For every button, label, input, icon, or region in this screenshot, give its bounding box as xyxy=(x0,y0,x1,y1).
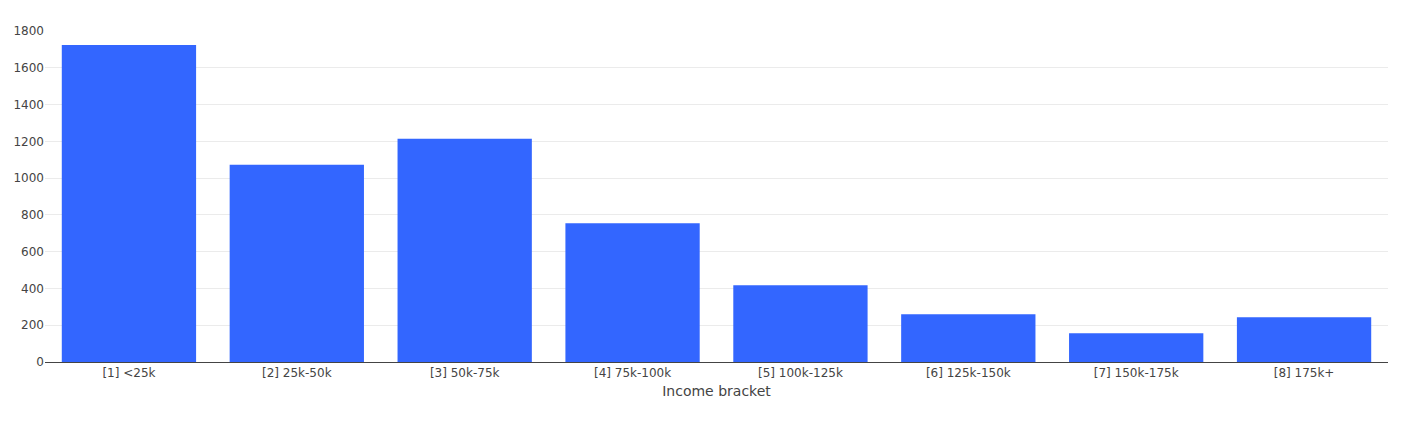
svg-text:400: 400 xyxy=(21,282,44,296)
svg-text:1200: 1200 xyxy=(13,135,44,149)
svg-text:1400: 1400 xyxy=(13,98,44,112)
svg-text:800: 800 xyxy=(21,208,44,222)
svg-text:[4] 75k-100k: [4] 75k-100k xyxy=(594,366,671,380)
svg-text:200: 200 xyxy=(21,318,44,332)
svg-text:[1] <25k: [1] <25k xyxy=(102,366,155,380)
svg-text:[2] 25k-50k: [2] 25k-50k xyxy=(262,366,332,380)
svg-text:0: 0 xyxy=(36,355,44,369)
svg-text:[5] 100k-125k: [5] 100k-125k xyxy=(758,366,843,380)
svg-text:1800: 1800 xyxy=(13,24,44,38)
svg-text:[6] 125k-150k: [6] 125k-150k xyxy=(926,366,1011,380)
svg-text:1000: 1000 xyxy=(13,171,44,185)
svg-text:Income bracket: Income bracket xyxy=(662,383,771,399)
svg-text:600: 600 xyxy=(21,245,44,259)
svg-text:[3] 50k-75k: [3] 50k-75k xyxy=(430,366,500,380)
svg-text:[7] 150k-175k: [7] 150k-175k xyxy=(1094,366,1179,380)
svg-text:1600: 1600 xyxy=(13,61,44,75)
svg-text:[8] 175k+: [8] 175k+ xyxy=(1274,366,1335,380)
